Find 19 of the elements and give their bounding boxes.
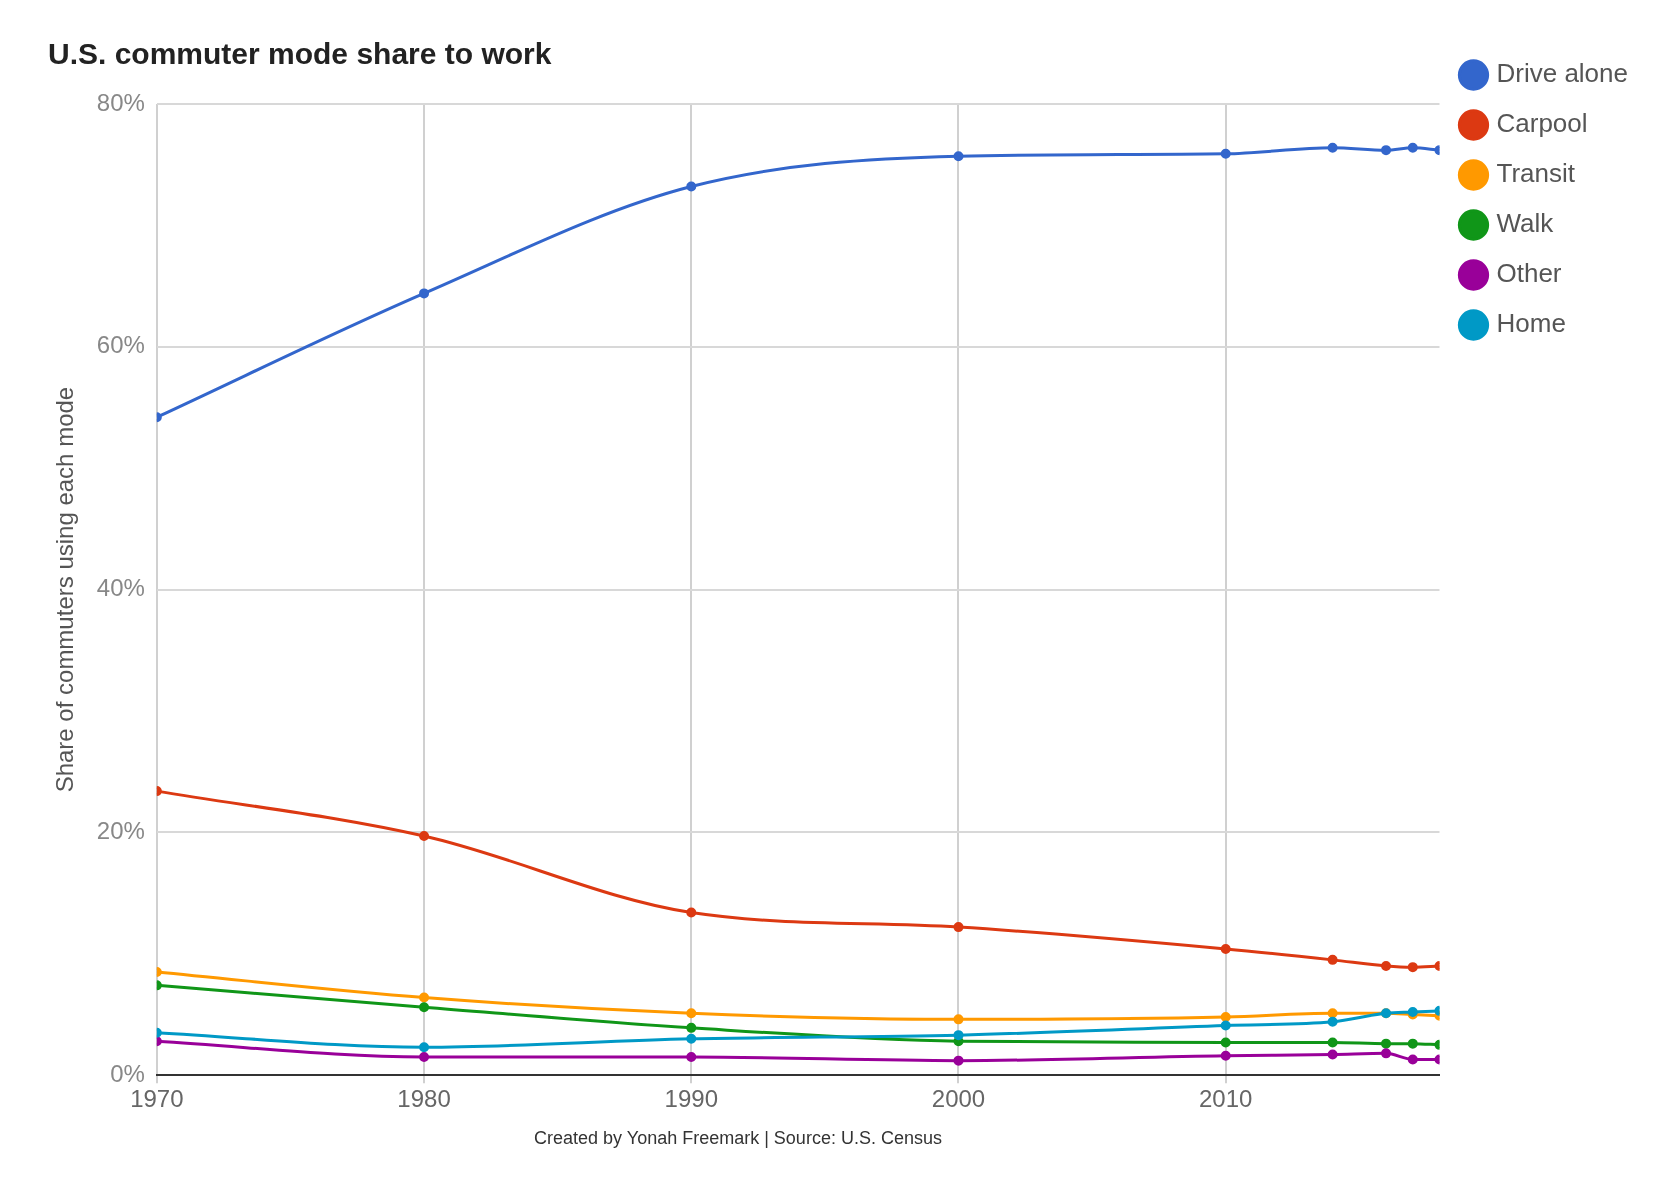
chart-title: U.S. commuter mode share to work [48,37,552,71]
y-tick-label: 60% [96,331,145,359]
legend-label: Walk [1496,208,1555,239]
x-tick-label: 2010 [1199,1085,1253,1113]
y-tick-label: 80% [96,88,145,116]
x-tick-label: 1970 [130,1085,184,1113]
y-axis-title: Share of commuters using each mode [51,386,79,793]
x-tick-label: 1990 [664,1085,718,1113]
y-tick-label: 20% [96,817,145,845]
x-tick-label: 2000 [931,1085,986,1113]
legend-label: Home [1496,308,1566,339]
legend-label: Transit [1496,158,1576,189]
legend-label: Drive alone [1496,58,1628,89]
x-tick-label: 1980 [397,1085,451,1113]
y-tick-label: 40% [96,574,145,602]
y-tick-label: 0% [110,1059,145,1087]
legend-label: Other [1496,258,1562,289]
legend-label: Carpool [1496,108,1588,139]
text: Created by Yonah Freemark | Source: U.S. Census [533,1128,943,1149]
